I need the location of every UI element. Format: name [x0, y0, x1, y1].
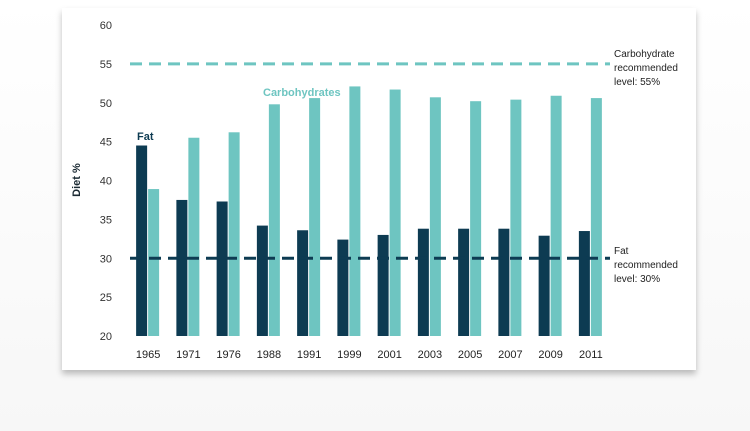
x-tick-label: 1988	[257, 349, 281, 361]
bar-carbohydrates	[470, 101, 482, 336]
bar-fat	[498, 228, 510, 336]
bar-fat	[297, 230, 309, 336]
reference-line-label: Carbohydrate	[614, 49, 675, 60]
bar-fat	[216, 201, 228, 336]
y-tick-label: 55	[100, 59, 112, 71]
x-tick-label: 2011	[579, 349, 603, 361]
series-label-carbohydrates: Carbohydrates	[263, 87, 341, 99]
x-tick-label: 2005	[458, 349, 482, 361]
bar-carbohydrates	[228, 132, 240, 336]
y-tick-label: 50	[100, 98, 112, 110]
bar-carbohydrates	[389, 89, 401, 336]
x-axis: 1965 1971 1976 1988 1991 1999 2001 2003 2005 2007…	[136, 349, 603, 361]
y-tick-label: 60	[100, 20, 112, 32]
bar-fat	[136, 145, 148, 336]
x-tick-label: 2001	[377, 349, 401, 361]
reference-line-label: level: 30%	[614, 274, 660, 285]
bar-carbohydrates	[309, 98, 321, 337]
bar-fat	[176, 199, 188, 336]
x-tick-label: 1976	[216, 349, 240, 361]
reference-line-label: recommended	[614, 260, 678, 271]
series-labels: Fat Carbohydrates	[137, 87, 341, 143]
bar-fat	[458, 228, 470, 336]
x-tick-label: 1999	[337, 349, 361, 361]
x-tick-label: 2009	[538, 349, 562, 361]
bar-fat	[256, 225, 268, 336]
bar-fat	[377, 234, 389, 336]
y-tick-label: 35	[100, 214, 112, 226]
bar-fat	[538, 235, 550, 336]
bar-carbohydrates	[429, 97, 441, 337]
bar-carbohydrates	[590, 98, 602, 337]
x-tick-label: 2003	[418, 349, 442, 361]
x-tick-label: 1971	[176, 349, 200, 361]
bar-carbohydrates	[349, 86, 361, 336]
bar-fat	[417, 228, 429, 336]
reference-line-label: recommended	[614, 63, 678, 74]
reference-line-label: level: 55%	[614, 77, 660, 88]
x-tick-label: 2007	[498, 349, 522, 361]
bar-carbohydrates	[188, 137, 200, 336]
bar-fat	[578, 231, 590, 336]
bar-carbohydrates	[268, 104, 280, 337]
x-tick-label: 1965	[136, 349, 160, 361]
y-tick-label: 30	[100, 253, 112, 265]
reference-line-label: Fat	[614, 246, 629, 257]
series-label-fat: Fat	[137, 131, 154, 143]
bar-carbohydrates	[148, 189, 160, 336]
y-tick-label: 40	[100, 176, 112, 188]
reference-lines: Carbohydrate recommended level: 55% Fat reco…	[130, 49, 678, 285]
bars	[136, 86, 602, 337]
bar-fat	[337, 239, 349, 336]
bar-carbohydrates	[550, 95, 562, 336]
x-tick-label: 1991	[297, 349, 321, 361]
y-tick-label: 25	[100, 292, 112, 304]
y-axis: 20 25 30 35 40 45 50 55 60	[100, 20, 112, 343]
bar-carbohydrates	[510, 99, 522, 336]
y-tick-label: 45	[100, 137, 112, 149]
y-axis-label: Diet %	[71, 163, 83, 197]
y-tick-label: 20	[100, 331, 112, 343]
